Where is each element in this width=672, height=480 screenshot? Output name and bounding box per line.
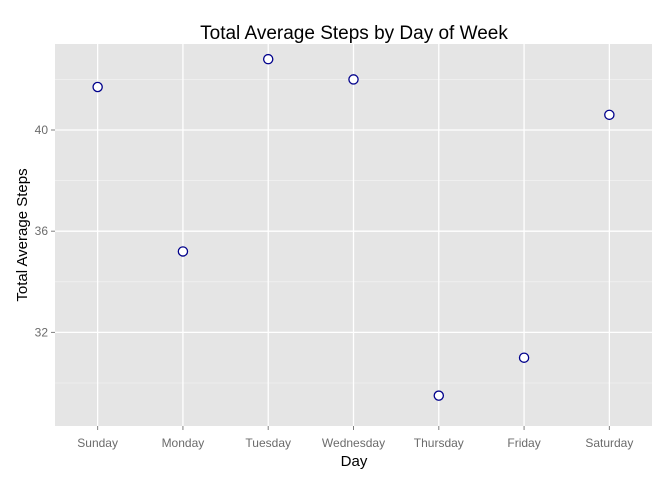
y-tick-label: 36: [35, 224, 49, 238]
y-axis-ticks: 32 36 40: [35, 123, 55, 339]
data-point-sunday: [92, 81, 103, 93]
major-gridlines: [55, 44, 652, 426]
x-tick-label: Monday: [162, 436, 205, 450]
x-axis-title: Day: [341, 453, 368, 470]
data-point-wednesday: [348, 74, 359, 85]
x-tick-label: Tuesday: [245, 436, 291, 450]
data-point-monday: [177, 246, 189, 257]
x-tick-label: Friday: [507, 436, 540, 450]
data-point-tuesday: [262, 53, 274, 65]
data-point-saturday: [604, 109, 615, 121]
x-tick-label: Wednesday: [322, 436, 385, 450]
x-tick-label: Sunday: [77, 436, 118, 450]
data-point-friday: [518, 352, 530, 363]
x-tick-label: Saturday: [585, 436, 633, 450]
y-tick-label: 32: [35, 325, 49, 339]
data-points: [92, 53, 615, 401]
x-tick-label: Thursday: [414, 436, 464, 450]
x-axis-ticks: Sunday Monday Tuesday Wednesday Thursday Frid…: [77, 426, 633, 450]
y-axis-title: Total Average Steps: [14, 168, 31, 301]
y-tick-label: 40: [35, 123, 49, 137]
data-point-thursday: [433, 390, 445, 401]
chart-title: Total Average Steps by Day of Week: [200, 23, 508, 44]
